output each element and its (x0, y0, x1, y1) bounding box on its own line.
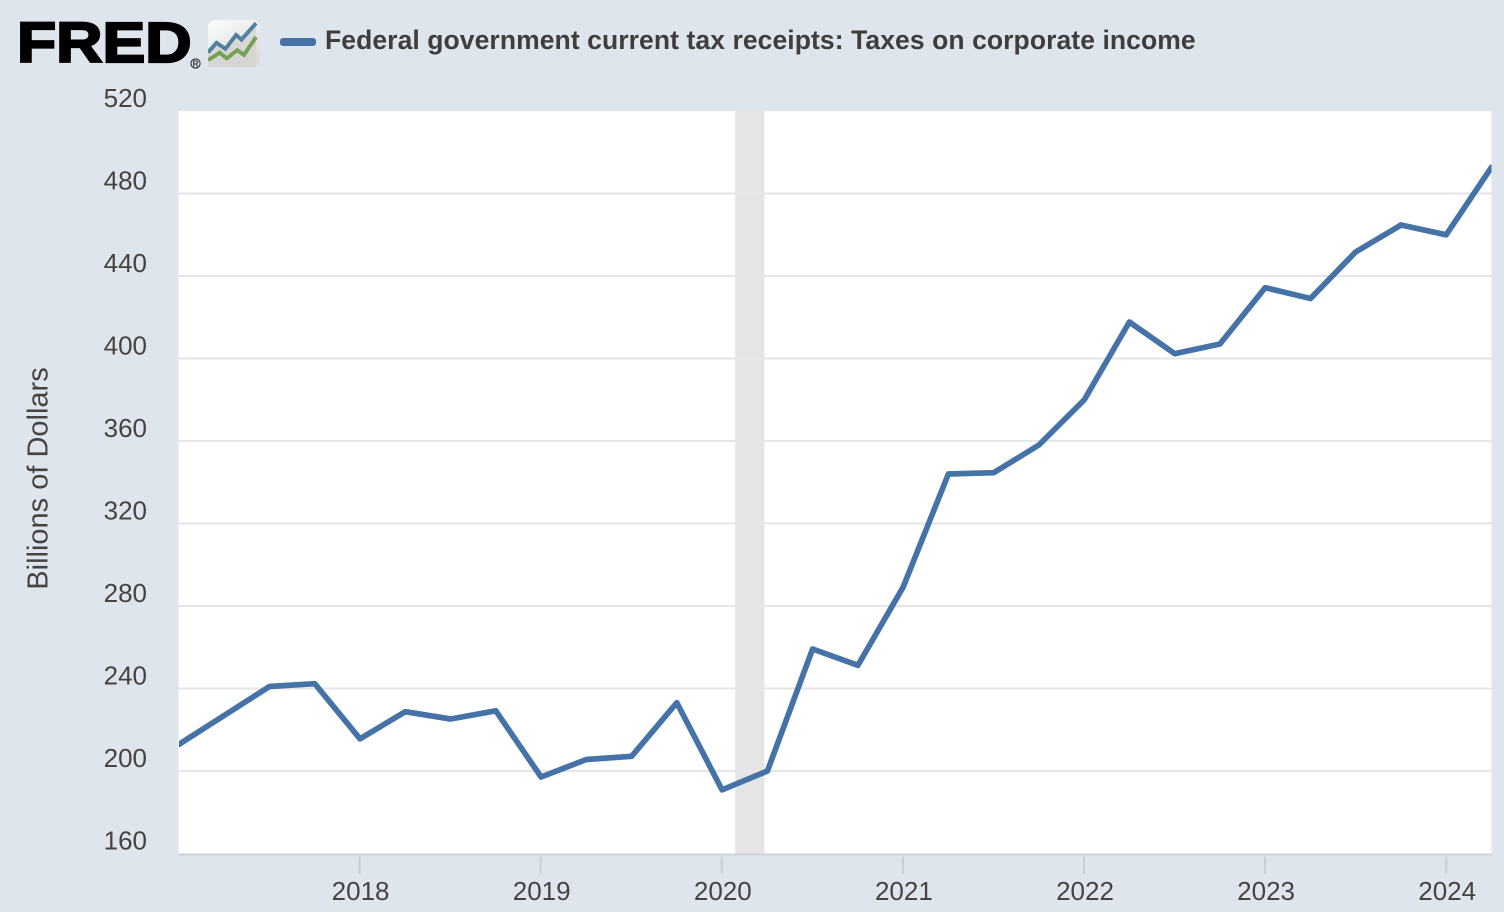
svg-text:440: 440 (104, 248, 147, 278)
svg-text:280: 280 (104, 578, 147, 608)
svg-text:2022: 2022 (1056, 876, 1114, 906)
svg-text:520: 520 (104, 83, 147, 113)
svg-text:2021: 2021 (875, 876, 933, 906)
svg-text:320: 320 (104, 496, 147, 526)
svg-text:240: 240 (104, 661, 147, 691)
svg-text:R: R (193, 59, 199, 68)
svg-text:360: 360 (104, 413, 147, 443)
svg-text:2024: 2024 (1418, 876, 1476, 906)
svg-text:2019: 2019 (513, 876, 571, 906)
svg-text:480: 480 (104, 166, 147, 196)
svg-text:2023: 2023 (1237, 876, 1295, 906)
svg-text:160: 160 (104, 826, 147, 856)
svg-text:400: 400 (104, 331, 147, 361)
svg-text:200: 200 (104, 743, 147, 773)
svg-text:2018: 2018 (332, 876, 390, 906)
svg-text:2020: 2020 (694, 876, 752, 906)
